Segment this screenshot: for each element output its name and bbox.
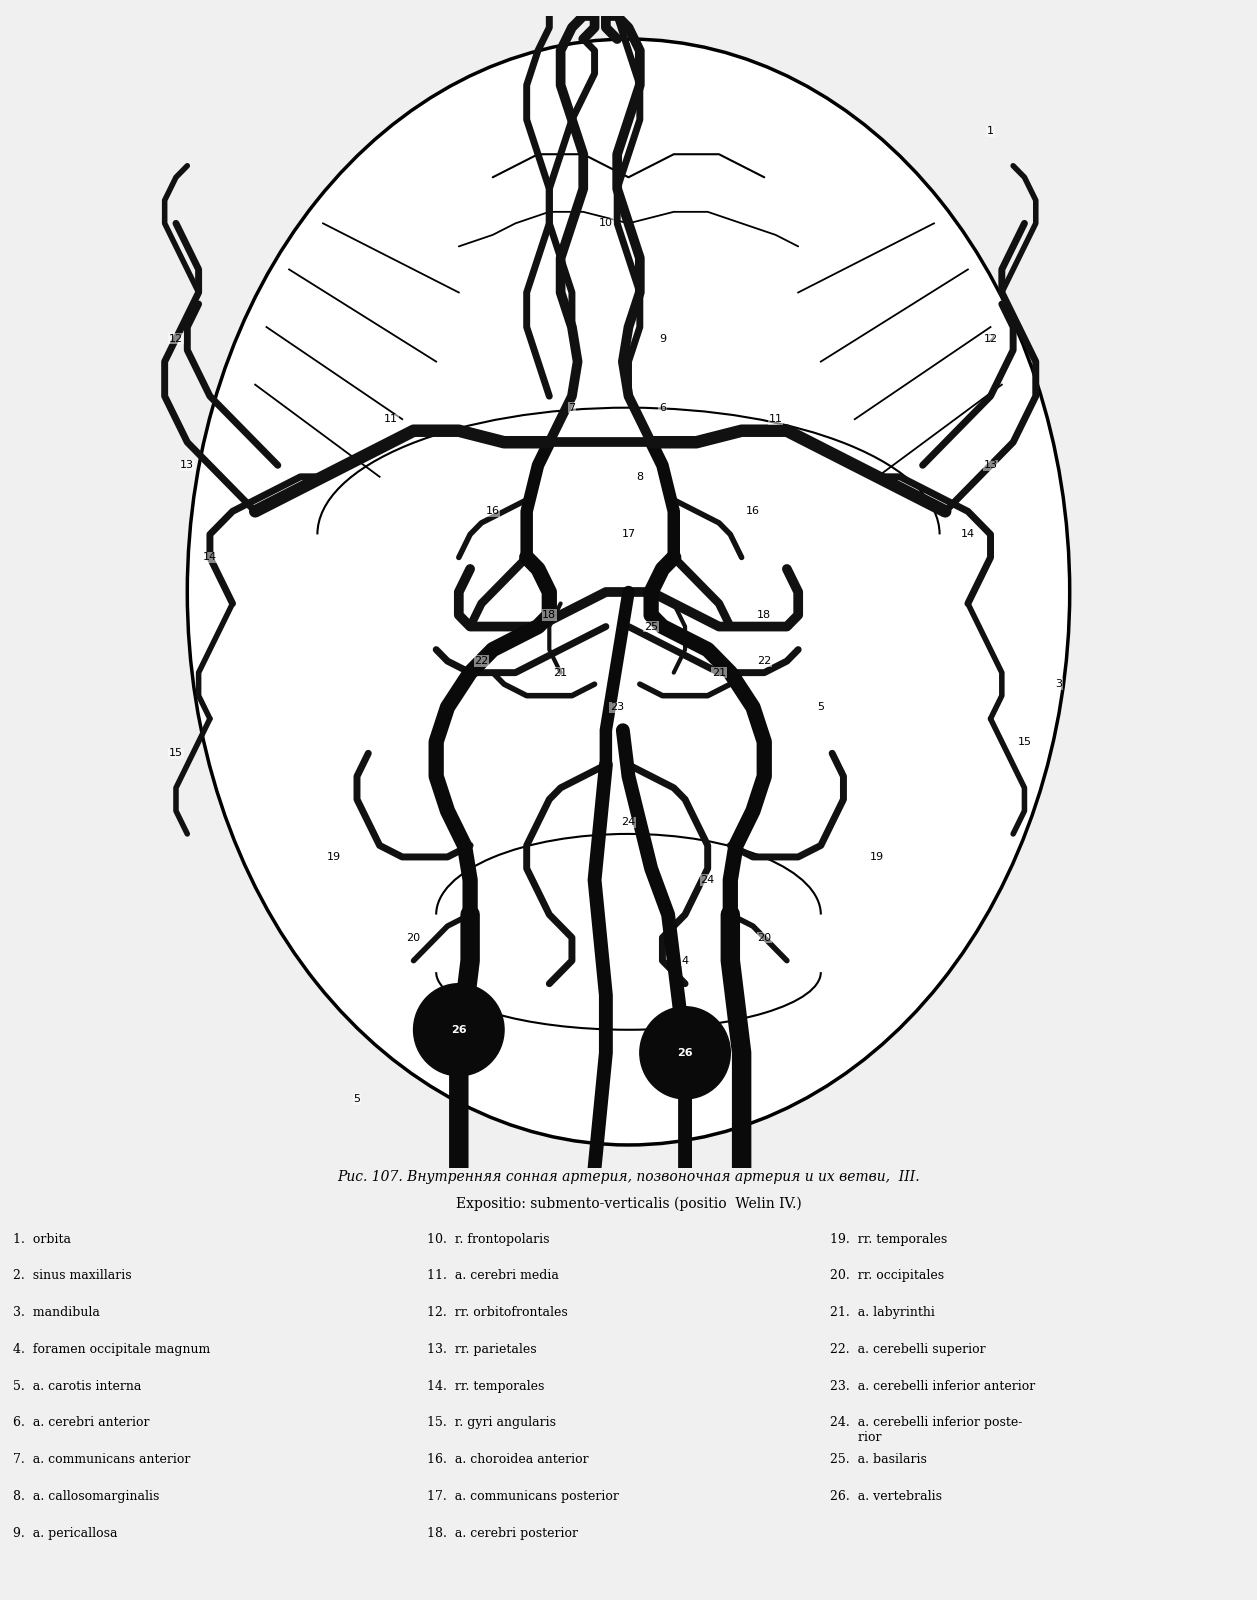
Text: 1: 1 [987,126,994,136]
Text: 13.  rr. parietales: 13. rr. parietales [427,1342,537,1355]
Text: Рис. 107. Внутренняя сонная артерия, позвоночная артерия и их ветви,  III.: Рис. 107. Внутренняя сонная артерия, поз… [337,1170,920,1184]
Text: 9.  a. pericallosa: 9. a. pericallosa [13,1526,117,1539]
Text: 19: 19 [870,851,885,862]
Text: 3.  mandibula: 3. mandibula [13,1306,99,1318]
Text: 18: 18 [757,610,772,621]
Text: 16: 16 [745,506,760,517]
Text: 15: 15 [1017,736,1032,747]
Text: 12: 12 [983,333,998,344]
Text: 24.  a. cerebelli inferior poste-
       rior: 24. a. cerebelli inferior poste- rior [830,1416,1022,1445]
Text: 5.  a. carotis interna: 5. a. carotis interna [13,1379,141,1392]
Text: 6.  a. cerebri anterior: 6. a. cerebri anterior [13,1416,150,1429]
Text: 21: 21 [711,667,727,678]
Text: 24: 24 [621,818,636,827]
Circle shape [414,984,504,1075]
Text: 11.  a. cerebri media: 11. a. cerebri media [427,1269,559,1282]
Text: 26: 26 [678,1048,693,1058]
Text: 16.  a. choroidea anterior: 16. a. choroidea anterior [427,1453,590,1466]
Text: 25: 25 [644,621,659,632]
Text: 7.  a. communicans anterior: 7. a. communicans anterior [13,1453,190,1466]
Text: 19: 19 [327,851,342,862]
Text: 10: 10 [598,218,613,229]
Text: 21: 21 [553,667,568,678]
Text: 14.  rr. temporales: 14. rr. temporales [427,1379,544,1392]
Text: 23.  a. cerebelli inferior anterior: 23. a. cerebelli inferior anterior [830,1379,1035,1392]
Text: 16: 16 [485,506,500,517]
Text: 17: 17 [621,530,636,539]
Text: 15.  r. gyri angularis: 15. r. gyri angularis [427,1416,557,1429]
Text: 20.  rr. occipitales: 20. rr. occipitales [830,1269,944,1282]
Text: 1.  orbita: 1. orbita [13,1232,70,1246]
Text: 4: 4 [681,955,689,966]
Text: 11: 11 [768,414,783,424]
Text: 12: 12 [168,333,184,344]
Text: 19.  rr. temporales: 19. rr. temporales [830,1232,947,1246]
Text: 21.  a. labyrinthi: 21. a. labyrinthi [830,1306,934,1318]
Text: 10.  r. frontopolaris: 10. r. frontopolaris [427,1232,549,1246]
Text: 20: 20 [406,933,421,942]
Text: 22.  a. cerebelli superior: 22. a. cerebelli superior [830,1342,985,1355]
Text: 5: 5 [353,1094,361,1104]
Text: 26: 26 [451,1024,466,1035]
Text: 14: 14 [202,552,217,563]
Text: 12.  rr. orbitofrontales: 12. rr. orbitofrontales [427,1306,568,1318]
Text: 25.  a. basilaris: 25. a. basilaris [830,1453,926,1466]
Text: 13: 13 [983,461,998,470]
Text: 24: 24 [700,875,715,885]
Text: 8: 8 [636,472,644,482]
Circle shape [640,1006,730,1099]
Text: 2: 2 [987,333,994,344]
Text: Expositio: submento-verticalis (positio  Welin IV.): Expositio: submento-verticalis (positio … [455,1197,802,1211]
Text: 20: 20 [757,933,772,942]
Text: 14: 14 [960,530,975,539]
Text: 2.  sinus maxillaris: 2. sinus maxillaris [13,1269,131,1282]
Text: 15: 15 [168,749,184,758]
Text: 18: 18 [542,610,557,621]
Text: 18.  a. cerebri posterior: 18. a. cerebri posterior [427,1526,578,1539]
Text: 13: 13 [180,461,195,470]
Text: 22: 22 [757,656,772,666]
Text: 11: 11 [383,414,398,424]
Text: 22: 22 [474,656,489,666]
Text: 9: 9 [659,333,666,344]
Text: 7: 7 [568,403,576,413]
Text: 17.  a. communicans posterior: 17. a. communicans posterior [427,1490,620,1502]
Text: 6: 6 [659,403,666,413]
Text: 26.  a. vertebralis: 26. a. vertebralis [830,1490,941,1502]
Text: 8.  a. callosomarginalis: 8. a. callosomarginalis [13,1490,158,1502]
Text: 23: 23 [610,702,625,712]
Text: 5: 5 [817,702,825,712]
Text: 4.  foramen occipitale magnum: 4. foramen occipitale magnum [13,1342,210,1355]
Ellipse shape [187,38,1070,1146]
Text: 3: 3 [1055,678,1062,690]
